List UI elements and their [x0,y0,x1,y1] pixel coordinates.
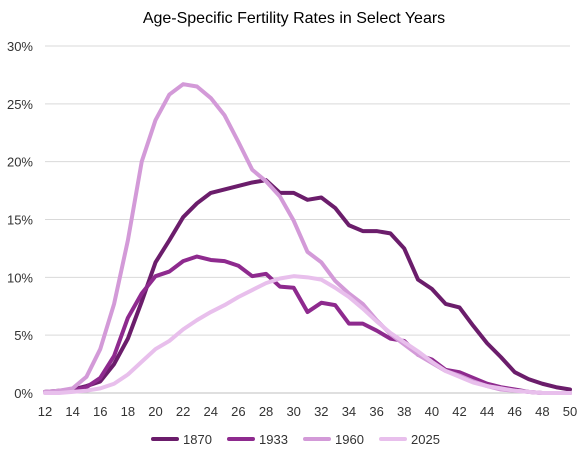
legend-label: 1870 [183,432,212,447]
x-tick-label: 30 [286,404,300,419]
y-tick-label: 0% [14,386,33,401]
y-tick-label: 10% [7,270,33,285]
y-tick-label: 5% [14,328,33,343]
x-tick-label: 32 [314,404,328,419]
x-tick-label: 48 [535,404,549,419]
x-tick-label: 46 [508,404,522,419]
x-tick-label: 36 [369,404,383,419]
y-tick-label: 25% [7,97,33,112]
x-tick-label: 16 [93,404,107,419]
series-line-1933 [43,254,572,395]
y-tick-label: 20% [7,155,33,170]
x-tick-label: 50 [563,404,577,419]
x-tick-label: 24 [204,404,218,419]
x-tick-label: 34 [342,404,356,419]
series-line-1870 [43,178,572,394]
y-tick-label: 15% [7,213,33,228]
x-tick-label: 18 [121,404,135,419]
x-tick-label: 28 [259,404,273,419]
series-line-2025 [43,274,572,395]
legend-label: 2025 [411,432,440,447]
chart-title: Age-Specific Fertility Rates in Select Y… [143,10,445,27]
x-tick-label: 38 [397,404,411,419]
x-tick-label: 14 [65,404,79,419]
x-tick-label: 22 [176,404,190,419]
x-tick-label: 20 [148,404,162,419]
legend-label: 1933 [259,432,288,447]
legend: 1870 1933 1960 2025 [151,432,440,447]
legend-label: 1960 [335,432,364,447]
y-axis-ticks: 0% 5% 10% 15% 20% 25% 30% [7,39,33,401]
x-tick-label: 42 [452,404,466,419]
x-tick-label: 26 [231,404,245,419]
x-axis-ticks: 12 14 16 18 20 22 24 26 28 30 32 34 36 38 40 42 44 46 48 50 [38,404,577,419]
y-tick-label: 30% [7,39,33,54]
series-lines [43,82,572,395]
gridlines [45,45,570,336]
x-tick-label: 40 [425,404,439,419]
x-tick-label: 12 [38,404,52,419]
x-tick-label: 44 [480,404,494,419]
